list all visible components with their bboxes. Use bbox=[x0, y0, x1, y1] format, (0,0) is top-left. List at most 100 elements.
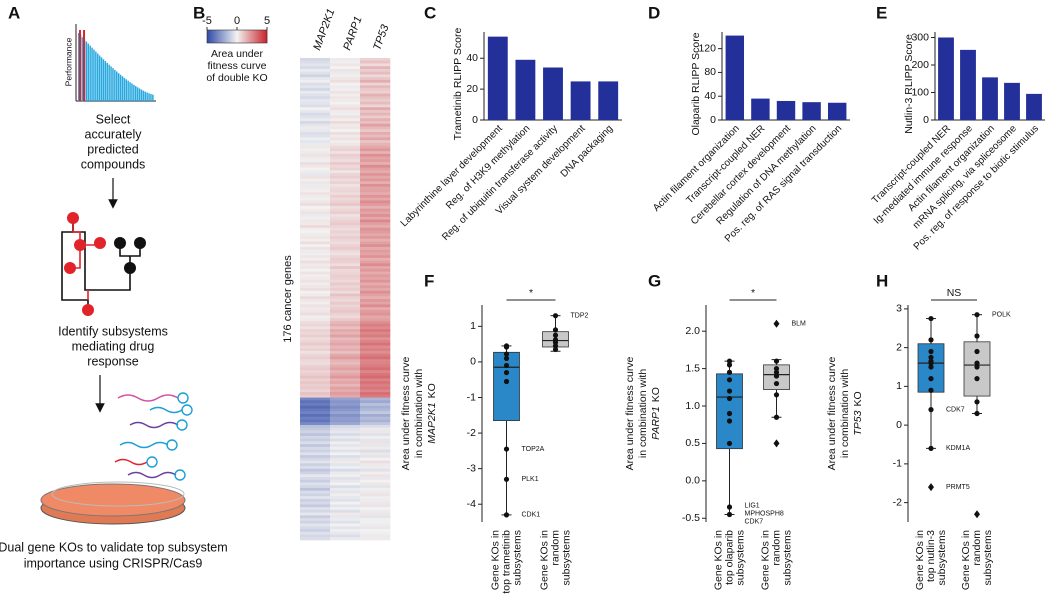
colorbar-swatch bbox=[239, 30, 241, 43]
heatmap-cell bbox=[360, 351, 391, 355]
x-tick-label: random bbox=[770, 530, 782, 566]
bar bbox=[776, 100, 796, 120]
heatmap-cell bbox=[300, 518, 331, 522]
heatmap-cell bbox=[360, 408, 391, 412]
schematic-bar bbox=[129, 82, 131, 101]
heatmap-cell bbox=[300, 331, 331, 336]
schematic-bar bbox=[121, 76, 124, 101]
heatmap-cell bbox=[330, 304, 361, 308]
y-tick-label: 3 bbox=[896, 303, 902, 315]
heatmap-cell bbox=[360, 493, 391, 497]
heatmap-cell bbox=[360, 112, 391, 116]
heatmap-cell bbox=[330, 277, 361, 281]
heatmap-cell bbox=[300, 93, 331, 97]
heatmap-cell bbox=[300, 351, 331, 355]
heatmap-cell bbox=[360, 82, 391, 86]
box bbox=[493, 351, 520, 422]
data-point bbox=[726, 504, 733, 510]
outlier bbox=[974, 510, 980, 519]
colorbar-swatch bbox=[252, 30, 254, 43]
step-text: compounds bbox=[81, 157, 146, 171]
colorbar-swatch bbox=[214, 30, 216, 43]
heatmap-cell bbox=[330, 263, 361, 267]
heatmap-cell bbox=[360, 381, 391, 385]
schematic-bar bbox=[146, 92, 148, 101]
heatmap-cell bbox=[360, 79, 391, 84]
heatmap-cell bbox=[300, 392, 331, 396]
heatmap-cell bbox=[300, 285, 331, 289]
heatmap-cell bbox=[300, 214, 331, 218]
y-axis-label-end: KO bbox=[852, 391, 864, 406]
data-point bbox=[974, 410, 980, 417]
heatmap-cell bbox=[300, 227, 331, 231]
heatmap-cell bbox=[330, 430, 361, 434]
y-axis-label-end: KO bbox=[650, 387, 662, 402]
y-tick-label: -2 bbox=[467, 427, 476, 439]
heatmap-cell bbox=[360, 238, 391, 242]
heatmap-cell bbox=[300, 400, 331, 404]
heatmap-cell bbox=[330, 386, 361, 390]
heatmap-cell bbox=[330, 318, 361, 322]
heatmap-cell bbox=[360, 90, 391, 95]
heatmap-cell bbox=[300, 348, 331, 352]
heatmap-cell bbox=[360, 435, 391, 440]
schematic-bar bbox=[108, 64, 110, 101]
heatmap-cell bbox=[330, 110, 361, 114]
heatmap-cell bbox=[360, 433, 391, 437]
heatmap-cell bbox=[360, 318, 391, 322]
heatmap-cell bbox=[300, 140, 331, 144]
y-tick-label: -4 bbox=[467, 498, 476, 510]
heatmap-cell bbox=[330, 405, 361, 409]
heatmap-cell bbox=[300, 389, 331, 393]
schematic-bar bbox=[89, 45, 91, 101]
schematic-bar bbox=[142, 90, 145, 101]
bar bbox=[938, 37, 954, 120]
colorbar-swatch bbox=[259, 30, 261, 43]
heatmap-cell bbox=[300, 203, 331, 207]
heatmap-cell bbox=[300, 68, 331, 73]
heatmap-cell bbox=[360, 326, 391, 330]
heatmap-cell bbox=[360, 389, 391, 393]
colorbar-swatch bbox=[215, 30, 217, 43]
heatmap-cell bbox=[300, 466, 331, 470]
heatmap-cell bbox=[330, 77, 361, 81]
schematic-bar bbox=[100, 57, 103, 101]
heatmap-cell bbox=[360, 268, 391, 273]
heatmap-cell bbox=[330, 383, 361, 388]
heatmap-cell bbox=[300, 370, 331, 374]
schematic-bar bbox=[85, 41, 88, 101]
heatmap-cell bbox=[330, 351, 361, 355]
schematic-highlight bbox=[83, 30, 85, 101]
heatmap-cell bbox=[330, 460, 361, 464]
heatmap-cell bbox=[360, 290, 391, 294]
heatmap-cell bbox=[300, 134, 331, 138]
x-tick-label: subsystems bbox=[982, 530, 994, 585]
data-point bbox=[974, 312, 980, 318]
heatmap-cell bbox=[360, 383, 391, 388]
data-point bbox=[773, 414, 780, 420]
schematic-bar bbox=[138, 88, 141, 101]
y-tick-label: 0 bbox=[923, 114, 929, 126]
heatmap-cell bbox=[300, 282, 331, 286]
heatmap-cell bbox=[300, 405, 331, 409]
heatmap-cell bbox=[360, 241, 391, 245]
heatmap-cell bbox=[330, 381, 361, 385]
heatmap-cell bbox=[330, 156, 361, 160]
colorbar-swatch bbox=[241, 30, 243, 43]
heatmap-cell bbox=[360, 482, 391, 486]
heatmap-cell bbox=[300, 274, 331, 278]
heatmap-cell bbox=[360, 93, 391, 97]
panel-label: B bbox=[193, 3, 205, 22]
bar bbox=[487, 36, 508, 121]
colorbar-swatch bbox=[208, 30, 210, 43]
heatmap-cell bbox=[330, 307, 361, 311]
y-axis-label-gene: PARP1 bbox=[650, 406, 662, 440]
heatmap-cell bbox=[360, 104, 391, 108]
bar bbox=[751, 98, 770, 120]
heatmap-cell bbox=[330, 438, 361, 442]
heatmap-cell bbox=[330, 142, 361, 147]
heatmap-cell bbox=[330, 372, 361, 377]
x-tick-label: top olaparib bbox=[723, 530, 735, 585]
heatmap-cell bbox=[360, 348, 391, 352]
